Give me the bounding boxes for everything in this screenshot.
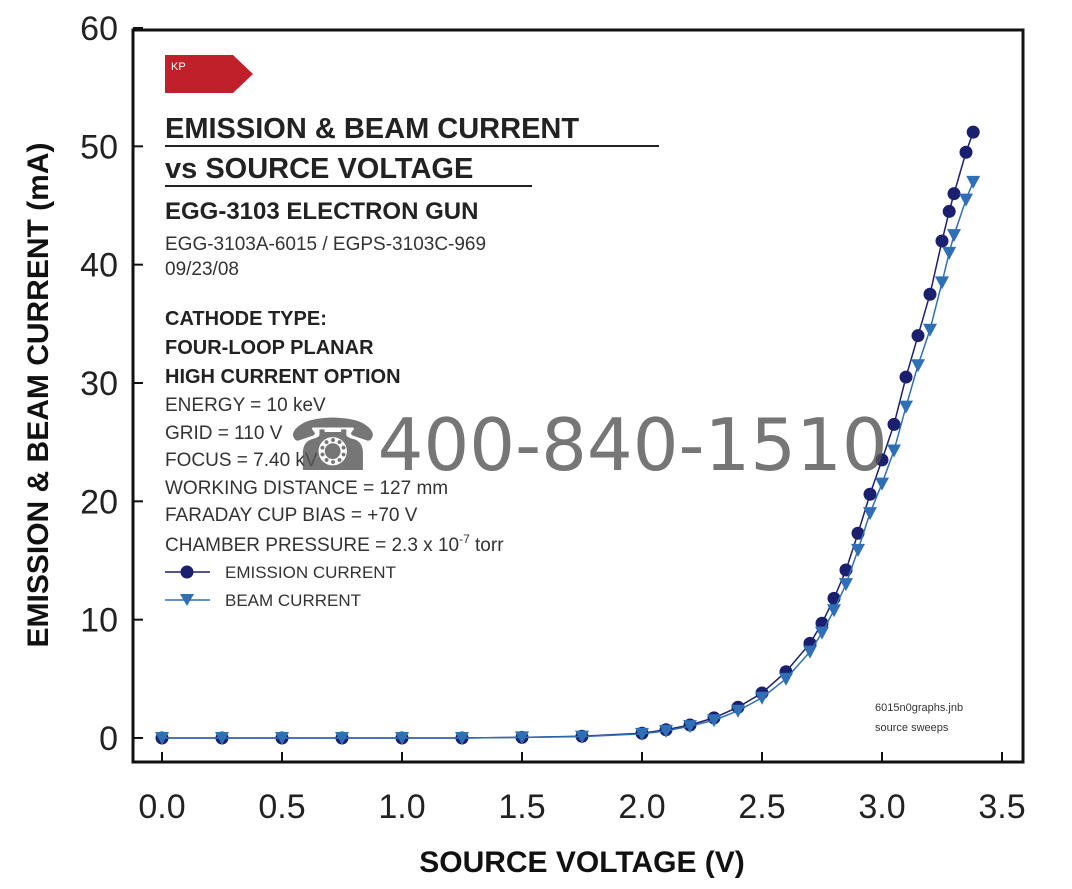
x-axis-title: SOURCE VOLTAGE (V) — [419, 846, 745, 879]
annotation-param-distance: WORKING DISTANCE = 127 mm — [165, 478, 448, 499]
badge-label: KP — [171, 61, 186, 73]
beam-data-point — [683, 720, 697, 734]
beam-data-point — [659, 724, 673, 738]
annotation-param-energy: ENERGY = 10 keV — [165, 395, 326, 416]
y-tick-label: 20 — [80, 483, 118, 521]
emission-data-point — [863, 487, 877, 501]
beam-data-point — [779, 672, 793, 686]
beam-data-point — [575, 730, 589, 744]
annotation-model: EGG-3103A-6015 / EGPS-3103C-969 — [165, 234, 486, 255]
plot-frame — [131, 28, 1025, 764]
file-note-line2: source sweeps — [875, 722, 949, 734]
y-tick-label: 40 — [80, 247, 118, 285]
beam-data-point — [827, 604, 841, 618]
badge-arrow-icon — [165, 55, 253, 93]
emission-data-point — [887, 417, 901, 431]
x-tick-label: 3.0 — [858, 788, 905, 826]
pressure-prefix: CHAMBER PRESSURE = 2.3 x 10 — [165, 535, 459, 556]
annotation-title-line2: vs SOURCE VOLTAGE — [165, 153, 473, 185]
legend-beam-label: BEAM CURRENT — [225, 591, 361, 610]
y-tick-label: 10 — [80, 602, 118, 640]
legend-emission-marker — [180, 565, 194, 579]
x-tick-label: 0.0 — [138, 788, 185, 826]
beam-data-point — [899, 400, 913, 414]
emission-data-point — [875, 453, 889, 467]
beam-data-point — [155, 732, 169, 745]
y-tick-label: 50 — [80, 128, 118, 166]
annotation-cathode-line2: HIGH CURRENT OPTION — [165, 366, 401, 388]
annotation-param-focus: FOCUS = 7.40 kV — [165, 450, 318, 471]
beam-data-point — [887, 444, 901, 458]
x-tick-label: 0.5 — [258, 788, 305, 826]
emission-data-point — [827, 591, 841, 605]
beam-data-point — [959, 193, 973, 207]
y-tick-label: 60 — [80, 10, 118, 48]
x-tick-label: 1.0 — [378, 788, 425, 826]
data-points — [155, 125, 981, 745]
pressure-exponent: -7 — [459, 532, 470, 546]
legend-beam-marker — [180, 594, 194, 606]
x-tick-label: 3.5 — [978, 788, 1025, 826]
beam-data-point — [839, 578, 853, 592]
emission-data-point — [923, 287, 937, 301]
phone-watermark: ☎400-840-1510 — [288, 403, 888, 487]
legend-emission-label: EMISSION CURRENT — [225, 563, 396, 582]
emission-data-point — [959, 145, 973, 159]
annotation-block: EMISSION & BEAM CURRENT vs SOURCE VOLTAG… — [165, 113, 659, 556]
beam-data-point — [215, 732, 229, 745]
annotation-cathode-label: CATHODE TYPE: — [165, 308, 327, 330]
emission-data-point — [851, 526, 865, 540]
beam-data-point — [947, 229, 961, 243]
beam-data-point — [863, 507, 877, 521]
emission-data-point — [899, 370, 913, 384]
annotation-cathode-line1: FOUR-LOOP PLANAR — [165, 337, 374, 359]
beam-data-point — [911, 359, 925, 373]
kp-badge: KP — [165, 55, 253, 93]
beam-data-point — [851, 543, 865, 557]
beam-data-point — [803, 645, 817, 659]
beam-data-point — [635, 727, 649, 741]
beam-data-point — [707, 714, 721, 728]
beam-data-point — [935, 276, 949, 290]
x-tick-label: 2.0 — [618, 788, 665, 826]
legend: EMISSION CURRENT BEAM CURRENT — [165, 563, 396, 610]
annotation-date: 09/23/08 — [165, 259, 239, 280]
beam-data-point — [515, 731, 529, 745]
beam-data-point — [815, 626, 829, 640]
axis-ticks: 0.0 0.5 1.0 1.5 2.0 2.5 3.0 3.5 0 10 20 30 40 50 60 — [80, 10, 1025, 826]
emission-data-point — [942, 204, 956, 218]
file-note-line1: 6015n0graphs.jnb — [875, 702, 963, 714]
emission-data-point — [935, 234, 949, 248]
annotation-subtitle: EGG-3103 ELECTRON GUN — [165, 198, 478, 225]
annotation-pressure: CHAMBER PRESSURE = 2.3 x 10-7 torr — [165, 532, 504, 556]
annotation-param-bias: FARADAY CUP BIAS = +70 V — [165, 505, 418, 526]
beam-data-point — [875, 477, 889, 491]
y-axis-title: EMISSION & BEAM CURRENT (mA) — [22, 142, 55, 647]
beam-data-point — [335, 732, 349, 745]
x-tick-label: 1.5 — [498, 788, 545, 826]
beam-data-point — [395, 732, 409, 745]
y-tick-label: 0 — [99, 720, 118, 758]
x-tick-label: 2.5 — [738, 788, 785, 826]
beam-data-point — [275, 732, 289, 745]
pressure-suffix: torr — [470, 535, 504, 556]
emission-data-point — [947, 187, 961, 201]
annotation-title-line1: EMISSION & BEAM CURRENT — [165, 113, 579, 145]
y-tick-label: 30 — [80, 365, 118, 403]
beam-data-point — [455, 732, 469, 745]
beam-data-point — [923, 323, 937, 337]
beam-data-point — [731, 704, 745, 718]
beam-data-point — [755, 691, 769, 705]
beam-data-point — [966, 175, 981, 189]
beam-data-point — [942, 246, 957, 260]
emission-data-point — [911, 329, 925, 343]
annotation-param-grid: GRID = 110 V — [165, 423, 283, 444]
emission-data-point — [966, 125, 980, 139]
